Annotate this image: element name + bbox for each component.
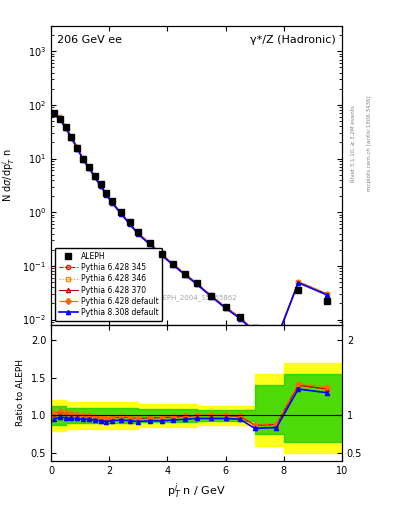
Text: Rivet 3.1.10, ≥ 3.2M events: Rivet 3.1.10, ≥ 3.2M events xyxy=(351,105,356,182)
X-axis label: p$_T^i$ n / GeV: p$_T^i$ n / GeV xyxy=(167,481,226,501)
Text: γ*/Z (Hadronic): γ*/Z (Hadronic) xyxy=(250,35,336,45)
Legend: ALEPH, Pythia 6.428 345, Pythia 6.428 346, Pythia 6.428 370, Pythia 6.428 defaul: ALEPH, Pythia 6.428 345, Pythia 6.428 34… xyxy=(55,248,162,321)
Text: ALEPH_2004_S5765862: ALEPH_2004_S5765862 xyxy=(155,294,238,301)
Y-axis label: N d$\sigma$/dp$_T^i$ n: N d$\sigma$/dp$_T^i$ n xyxy=(0,148,17,202)
Text: 206 GeV ee: 206 GeV ee xyxy=(57,35,122,45)
Text: mcplots.cern.ch [arXiv:1306.3436]: mcplots.cern.ch [arXiv:1306.3436] xyxy=(367,96,372,191)
Y-axis label: Ratio to ALEPH: Ratio to ALEPH xyxy=(16,359,25,426)
